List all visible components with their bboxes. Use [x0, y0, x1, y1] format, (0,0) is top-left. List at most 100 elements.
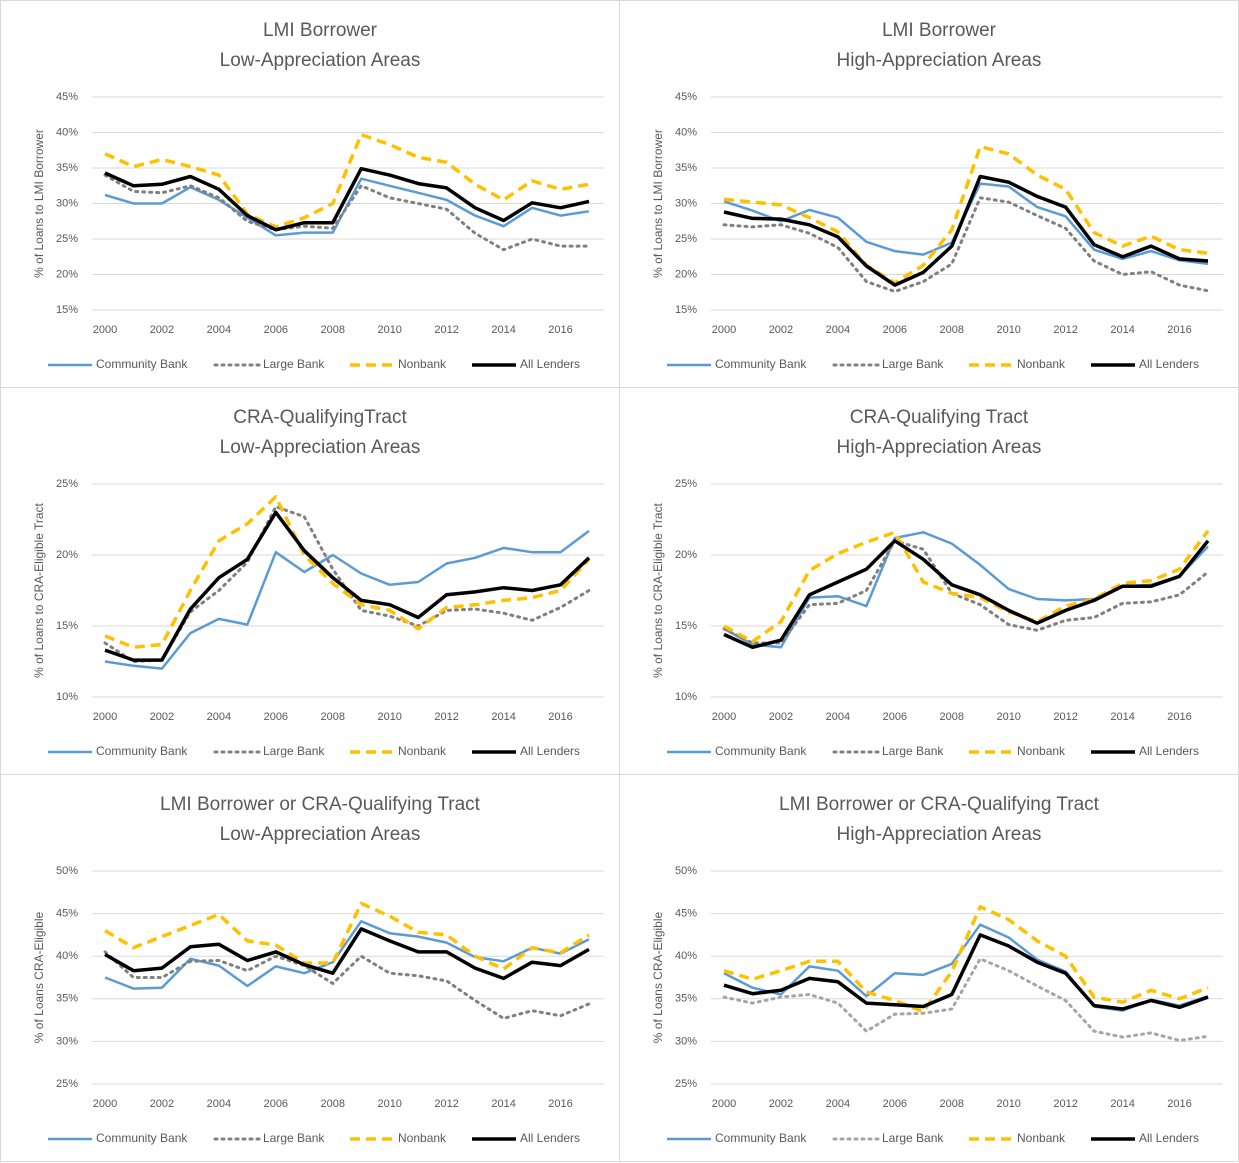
x-tick-label: 2000: [712, 324, 736, 336]
legend-label: Nonbank: [1017, 1131, 1066, 1145]
y-axis-label: % of Loans to CRA-Eligible Tract: [32, 502, 46, 677]
y-tick-label: 45%: [56, 908, 78, 920]
y-tick-label: 25%: [675, 233, 697, 245]
x-tick-label: 2010: [377, 1098, 401, 1110]
y-axis-label: % of Loans to CRA-Eligible Tract: [651, 502, 665, 677]
x-tick-label: 2010: [996, 324, 1020, 336]
x-tick-label: 2002: [769, 324, 793, 336]
legend-label: Community Bank: [715, 744, 807, 758]
y-tick-label: 35%: [675, 993, 697, 1005]
y-tick-label: 40%: [56, 126, 78, 138]
x-tick-label: 2008: [321, 324, 345, 336]
x-tick-label: 2010: [377, 711, 401, 723]
x-tick-label: 2008: [321, 711, 345, 723]
chart-subtitle: High-Appreciation Areas: [837, 824, 1042, 845]
y-axis-label: % of Loans CRA-Eligible: [651, 911, 665, 1043]
y-tick-label: 30%: [675, 197, 697, 209]
x-tick-label: 2010: [996, 1098, 1020, 1110]
legend-label: Community Bank: [96, 357, 188, 371]
series-line: [722, 196, 1210, 293]
legend-label: Large Bank: [882, 357, 944, 371]
x-tick-label: 2014: [491, 324, 515, 336]
x-tick-label: 2016: [548, 711, 572, 723]
y-tick-label: 35%: [56, 162, 78, 174]
chart-subtitle: High-Appreciation Areas: [837, 437, 1042, 458]
x-tick-label: 2006: [883, 711, 907, 723]
x-tick-label: 2006: [883, 1098, 907, 1110]
legend-label: Community Bank: [715, 1131, 807, 1145]
x-tick-label: 2008: [940, 1098, 964, 1110]
y-tick-label: 15%: [56, 620, 78, 632]
x-tick-label: 2012: [434, 1098, 458, 1110]
y-tick-label: 25%: [56, 478, 78, 490]
y-tick-label: 40%: [675, 126, 697, 138]
y-tick-label: 45%: [675, 91, 697, 103]
x-tick-label: 2014: [491, 1098, 515, 1110]
x-tick-label: 2000: [93, 324, 117, 336]
chart-subtitle: Low-Appreciation Areas: [220, 50, 421, 71]
legend-label: Large Bank: [263, 357, 325, 371]
legend-label: All Lenders: [1139, 1131, 1199, 1145]
series-line: [723, 529, 1210, 644]
series-line: [104, 510, 591, 662]
y-tick-label: 15%: [56, 304, 78, 316]
x-tick-label: 2004: [826, 1098, 850, 1110]
x-tick-label: 2012: [1053, 324, 1077, 336]
series-line: [104, 529, 590, 670]
x-tick-label: 2004: [826, 711, 850, 723]
y-tick-label: 30%: [56, 197, 78, 209]
y-tick-label: 50%: [675, 865, 697, 877]
x-tick-label: 2016: [1167, 1098, 1191, 1110]
x-tick-label: 2002: [150, 1098, 174, 1110]
chart-title: LMI Borrower: [882, 20, 997, 41]
series-line: [723, 539, 1210, 650]
y-tick-label: 20%: [56, 549, 78, 561]
legend-label: Nonbank: [398, 744, 447, 758]
legend-label: Large Bank: [263, 744, 325, 758]
y-tick-label: 30%: [675, 1035, 697, 1047]
legend-label: Large Bank: [263, 1131, 325, 1145]
y-tick-label: 25%: [675, 478, 697, 490]
chart-title: LMI Borrower: [263, 20, 378, 41]
series-line: [723, 144, 1209, 285]
x-tick-label: 2000: [712, 711, 736, 723]
legend-label: Community Bank: [715, 357, 807, 371]
x-tick-label: 2002: [150, 324, 174, 336]
x-tick-label: 2016: [1167, 324, 1191, 336]
x-tick-label: 2012: [434, 324, 458, 336]
chart-title: LMI Borrower or CRA-Qualifying Tract: [779, 794, 1100, 815]
y-tick-label: 10%: [56, 691, 78, 703]
series-line: [103, 505, 591, 663]
x-tick-label: 2008: [321, 1098, 345, 1110]
chart-panel: LMI Borrower or CRA-Qualifying Tract Low-…: [0, 774, 620, 1162]
y-tick-label: 35%: [675, 162, 697, 174]
y-tick-label: 25%: [56, 1078, 78, 1090]
x-tick-label: 2008: [940, 324, 964, 336]
y-tick-label: 20%: [56, 268, 78, 280]
legend-label: Large Bank: [882, 744, 944, 758]
series-line: [104, 901, 590, 971]
legend-label: All Lenders: [520, 1131, 580, 1145]
x-tick-label: 2000: [93, 1098, 117, 1110]
series-line: [103, 173, 591, 252]
series-line: [722, 539, 1210, 645]
x-tick-label: 2016: [548, 1098, 572, 1110]
legend-label: All Lenders: [1139, 744, 1199, 758]
x-tick-label: 2006: [264, 1098, 288, 1110]
x-tick-label: 2012: [1053, 1098, 1077, 1110]
chart-subtitle: Low-Appreciation Areas: [220, 824, 421, 845]
y-tick-label: 20%: [675, 268, 697, 280]
y-tick-label: 35%: [56, 993, 78, 1005]
x-tick-label: 2004: [207, 711, 231, 723]
series-line: [104, 177, 590, 237]
x-tick-label: 2000: [712, 1098, 736, 1110]
chart-subtitle: High-Appreciation Areas: [837, 50, 1042, 71]
y-tick-label: 25%: [56, 233, 78, 245]
x-tick-label: 2014: [1110, 711, 1134, 723]
y-tick-label: 30%: [56, 1035, 78, 1047]
y-axis-label: % of Loans to LMI Borrower: [32, 129, 46, 278]
chart-panel: LMI Borrower or CRA-Qualifying Tract High…: [619, 774, 1239, 1162]
legend-label: Nonbank: [1017, 357, 1066, 371]
x-tick-label: 2014: [491, 711, 515, 723]
legend-label: Community Bank: [96, 1131, 188, 1145]
